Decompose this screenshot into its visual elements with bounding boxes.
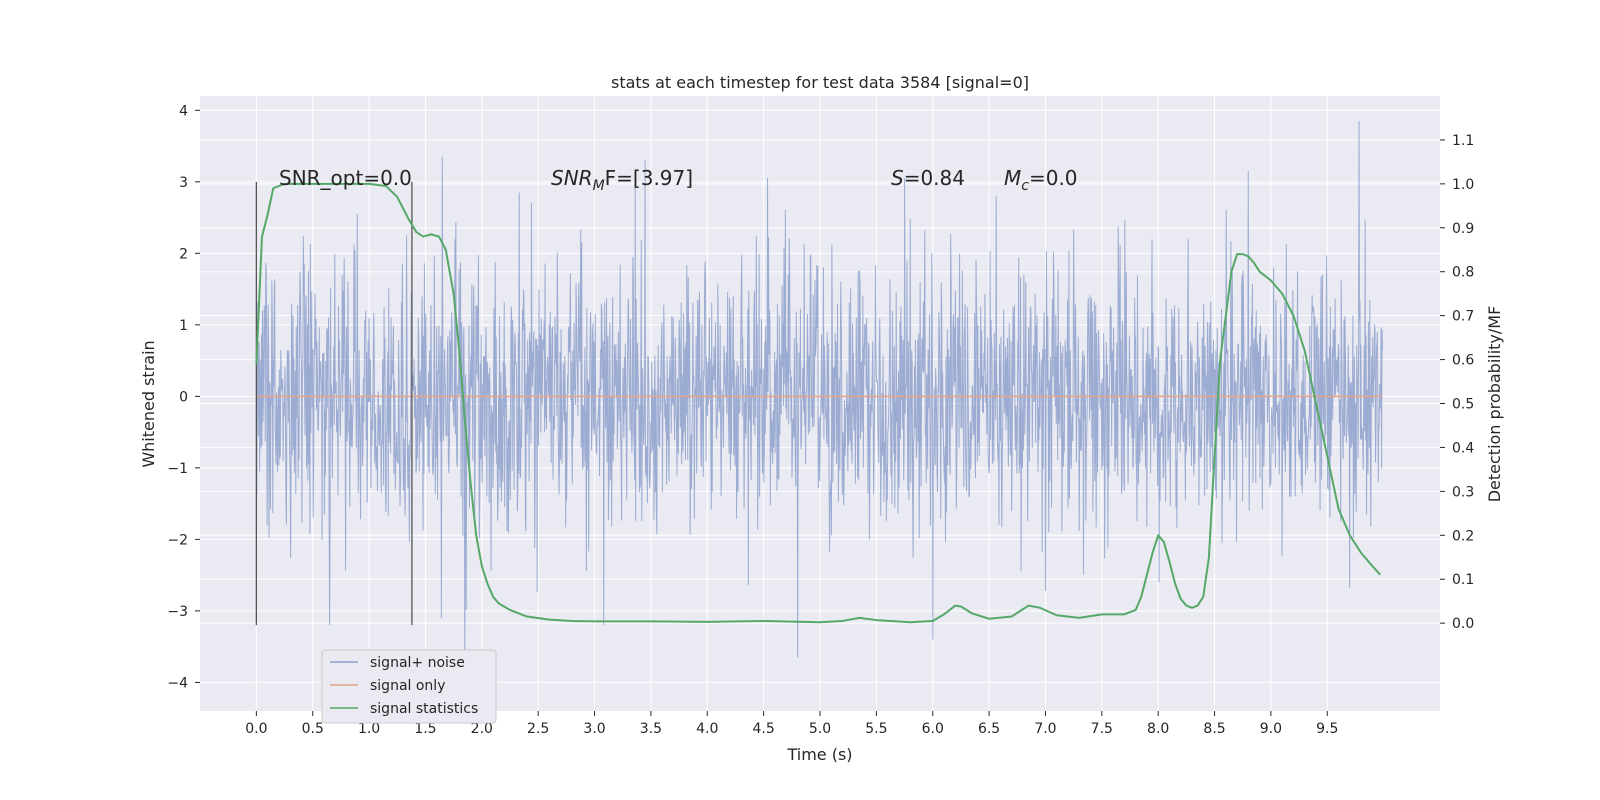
annotation-snr-opt: SNR_opt=0.0: [279, 166, 412, 190]
s-suffix: =0.84: [904, 166, 965, 190]
signal-statistics-line: [255, 182, 1381, 624]
x-tick-label: 2.0: [471, 721, 493, 737]
y2-tick-label: 0.8: [1452, 265, 1474, 281]
y2-tick-label: 0.4: [1452, 440, 1474, 456]
x-axis-ticks: 0.0 0.5 1.0 1.5 2.0 2.5 3.0 3.5 4.0 4.5 5.0 5.5 6.0 6…: [245, 711, 1338, 737]
x-tick-label: 5.0: [809, 721, 831, 737]
y-tick-label: 1: [179, 318, 188, 334]
y2-axis-ticks: 1.1 1.0 0.9 0.8 0.7 0.6 0.5 0.4 0.3 0.2 0.1 0.0: [1440, 133, 1474, 632]
y2-axis-label: Detection probability/MF: [1485, 306, 1504, 503]
y-tick-label: −4: [167, 675, 188, 691]
vertical-markers: [255, 181, 413, 626]
y-tick-label: 0: [179, 389, 188, 405]
x-tick-label: 0.0: [245, 721, 267, 737]
s-prefix: S: [891, 166, 904, 190]
y2-tick-label: 0.7: [1452, 309, 1474, 325]
x-tick-label: 4.5: [753, 721, 775, 737]
y-axis-label: Whitened strain: [139, 340, 158, 467]
x-tick-label: 6.5: [978, 721, 1000, 737]
snr-mf-sub: M: [593, 178, 605, 194]
snr-mf-suffix: F=[3.97]: [605, 166, 693, 190]
y2-tick-label: 0.2: [1452, 528, 1474, 544]
mc-suffix: =0.0: [1029, 166, 1078, 190]
y2-tick-label: 0.1: [1452, 572, 1474, 588]
y-tick-label: −1: [167, 461, 188, 477]
signal-plus-noise-line: [255, 121, 1384, 683]
legend: signal+ noise signal only signal statist…: [321, 649, 497, 724]
legend-label-signal-statistics: signal statistics: [370, 701, 478, 717]
annotation-snr-mf: SNRMF=[3.97]: [551, 166, 693, 194]
x-tick-label: 5.5: [865, 721, 887, 737]
y2-tick-label: 0.5: [1452, 397, 1474, 413]
annotation-s: S=0.84: [891, 166, 965, 190]
y-tick-label: 3: [179, 175, 188, 191]
annotation-mc: Mc=0.0: [1004, 166, 1078, 194]
x-tick-label: 8.0: [1147, 721, 1169, 737]
series-signal-statistics: [255, 182, 1381, 624]
x-tick-label: 6.0: [922, 721, 944, 737]
x-tick-label: 0.5: [302, 721, 324, 737]
snr-mf-prefix: SNR: [551, 166, 593, 190]
x-tick-label: 1.0: [358, 721, 380, 737]
x-axis-label: Time (s): [786, 745, 852, 764]
mc-prefix: M: [1004, 166, 1021, 190]
y2-tick-label: 0.0: [1452, 616, 1474, 632]
x-tick-label: 9.0: [1260, 721, 1282, 737]
x-tick-label: 7.0: [1034, 721, 1056, 737]
x-tick-label: 9.5: [1316, 721, 1338, 737]
x-tick-label: 3.5: [640, 721, 662, 737]
y-tick-label: −2: [167, 532, 188, 548]
y2-tick-label: 0.9: [1452, 221, 1474, 237]
mc-sub: c: [1021, 178, 1029, 194]
x-tick-label: 8.5: [1203, 721, 1225, 737]
legend-box: [321, 649, 497, 724]
series-signal-plus-noise: [255, 121, 1384, 683]
y-tick-label: −3: [167, 604, 188, 620]
x-tick-label: 2.5: [527, 721, 549, 737]
x-tick-label: 3.0: [583, 721, 605, 737]
y2-tick-label: 0.3: [1452, 484, 1474, 500]
x-tick-label: 1.5: [414, 721, 436, 737]
legend-label-signal-only: signal only: [370, 678, 445, 694]
y2-tick-label: 0.6: [1452, 353, 1474, 369]
y-axis-ticks: 4 3 2 1 0 −1 −2 −3 −4: [167, 103, 200, 691]
y-tick-label: 4: [179, 103, 188, 119]
x-tick-label: 7.5: [1091, 721, 1113, 737]
chart-title: stats at each timestep for test data 358…: [611, 73, 1029, 92]
y-tick-label: 2: [179, 246, 188, 262]
y2-tick-label: 1.1: [1452, 133, 1474, 149]
legend-label-signal-plus-noise: signal+ noise: [370, 655, 465, 671]
x-tick-label: 4.0: [696, 721, 718, 737]
y2-tick-label: 1.0: [1452, 177, 1474, 193]
